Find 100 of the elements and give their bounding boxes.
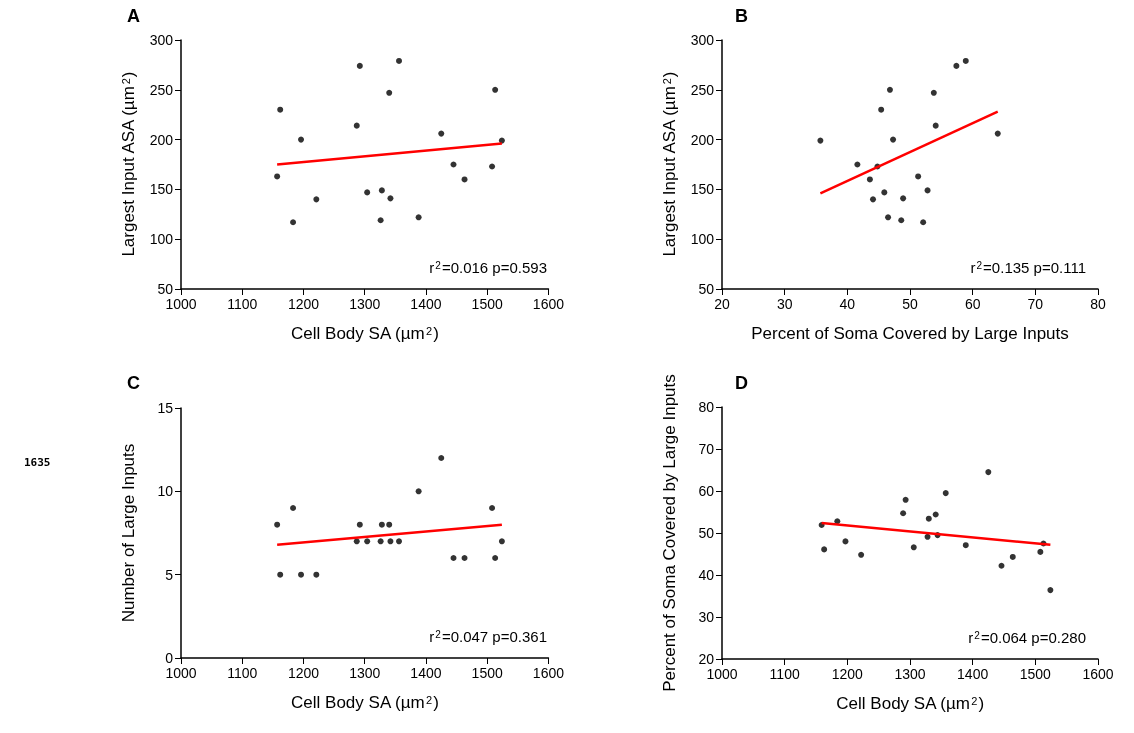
x-tick-label: 1500: [1019, 665, 1052, 682]
point: [925, 515, 932, 522]
x-tick-label: 1300: [349, 664, 381, 681]
point: [356, 62, 363, 69]
x-tick-label: 20: [714, 296, 730, 312]
y-tick-label: 20: [698, 650, 715, 667]
y-tick-label: 60: [698, 482, 715, 499]
x-tick-label: 1400: [957, 665, 989, 682]
point: [364, 537, 371, 544]
x-tick-label: 1100: [227, 296, 258, 312]
point: [898, 217, 905, 224]
point: [353, 122, 360, 129]
point: [386, 89, 393, 96]
y-axis-title: Largest Input ASA (µm2): [660, 71, 679, 257]
point: [953, 62, 960, 69]
point: [920, 219, 927, 226]
y-tick-label: 100: [149, 231, 174, 248]
y-tick-label: 0: [165, 649, 174, 666]
y-tick-label: 10: [157, 482, 174, 499]
point: [298, 136, 305, 143]
point: [438, 454, 445, 461]
y-tick-label: 50: [157, 281, 174, 297]
point: [274, 173, 281, 180]
point: [489, 163, 496, 170]
point: [450, 161, 457, 168]
y-tick-label: 30: [698, 608, 715, 625]
point: [356, 521, 363, 528]
y-tick-label: 15: [157, 399, 174, 416]
chart-title: C: [127, 372, 140, 393]
point: [885, 214, 892, 221]
point: [377, 537, 384, 544]
point: [313, 196, 320, 203]
x-tick-label: 40: [839, 296, 856, 312]
point: [274, 521, 281, 528]
point: [962, 57, 969, 64]
x-tick-label: 1600: [1082, 665, 1114, 682]
point: [915, 173, 922, 180]
point: [396, 57, 403, 64]
point: [290, 219, 297, 226]
x-tick-label: 80: [1090, 296, 1106, 312]
point: [902, 496, 909, 503]
point: [492, 554, 499, 561]
point: [962, 541, 969, 548]
point: [364, 189, 371, 196]
x-tick-label: 1000: [706, 665, 738, 682]
chart-title: D: [735, 372, 748, 393]
point: [910, 543, 917, 550]
point: [932, 122, 939, 129]
text: 1635: [24, 455, 51, 469]
x-tick-label: 1300: [349, 296, 381, 312]
y-tick-label: 250: [149, 81, 174, 98]
y-axis-title: Largest Input ASA (µm2): [119, 71, 138, 257]
y-tick-label: 5: [165, 566, 174, 583]
point: [1037, 548, 1044, 555]
x-tick-label: 1300: [894, 665, 926, 682]
x-tick-label: 1600: [532, 296, 565, 312]
point: [277, 571, 284, 578]
point: [498, 537, 505, 544]
point: [900, 509, 907, 516]
x-tick-label: 50: [902, 296, 918, 312]
x-tick-label: 1400: [410, 296, 442, 312]
point: [396, 537, 403, 544]
x-tick-label: 1200: [287, 296, 320, 312]
x-tick-label: 1100: [227, 664, 258, 681]
y-tick-label: 200: [690, 131, 715, 148]
point: [998, 562, 1005, 569]
y-tick-label: 80: [698, 398, 715, 415]
point: [1009, 553, 1016, 560]
point: [924, 533, 931, 540]
x-tick-label: 1100: [769, 665, 800, 682]
point: [817, 137, 824, 144]
point: [450, 554, 457, 561]
point: [290, 504, 297, 511]
point: [886, 86, 893, 93]
point: [842, 537, 849, 544]
x-tick-label: 1400: [410, 664, 442, 681]
y-tick-label: 300: [690, 32, 715, 48]
point: [489, 504, 496, 511]
point: [353, 537, 360, 544]
x-axis-title: Percent of Soma Covered by Large Inputs: [751, 324, 1069, 343]
x-tick-label: 60: [964, 296, 981, 312]
x-tick-label: 1500: [471, 664, 503, 681]
point: [878, 106, 885, 113]
x-tick-label: 1600: [532, 664, 565, 681]
x-tick-label: 70: [1027, 296, 1044, 312]
y-tick-label: 150: [690, 181, 715, 198]
point: [492, 86, 499, 93]
y-tick-label: 40: [698, 566, 715, 583]
point: [858, 551, 865, 558]
point: [415, 214, 422, 221]
x-tick-label: 1200: [287, 664, 320, 681]
chart-title: B: [735, 6, 748, 26]
point: [461, 176, 468, 183]
x-tick-label: 1200: [831, 665, 864, 682]
y-tick-label: 100: [690, 231, 715, 248]
y-axis-title: Percent of Soma Covered by Large Inputs: [660, 373, 679, 692]
y-tick-label: 70: [698, 440, 715, 457]
x-tick-label: 1500: [471, 296, 503, 312]
point: [461, 554, 468, 561]
point: [415, 487, 422, 494]
